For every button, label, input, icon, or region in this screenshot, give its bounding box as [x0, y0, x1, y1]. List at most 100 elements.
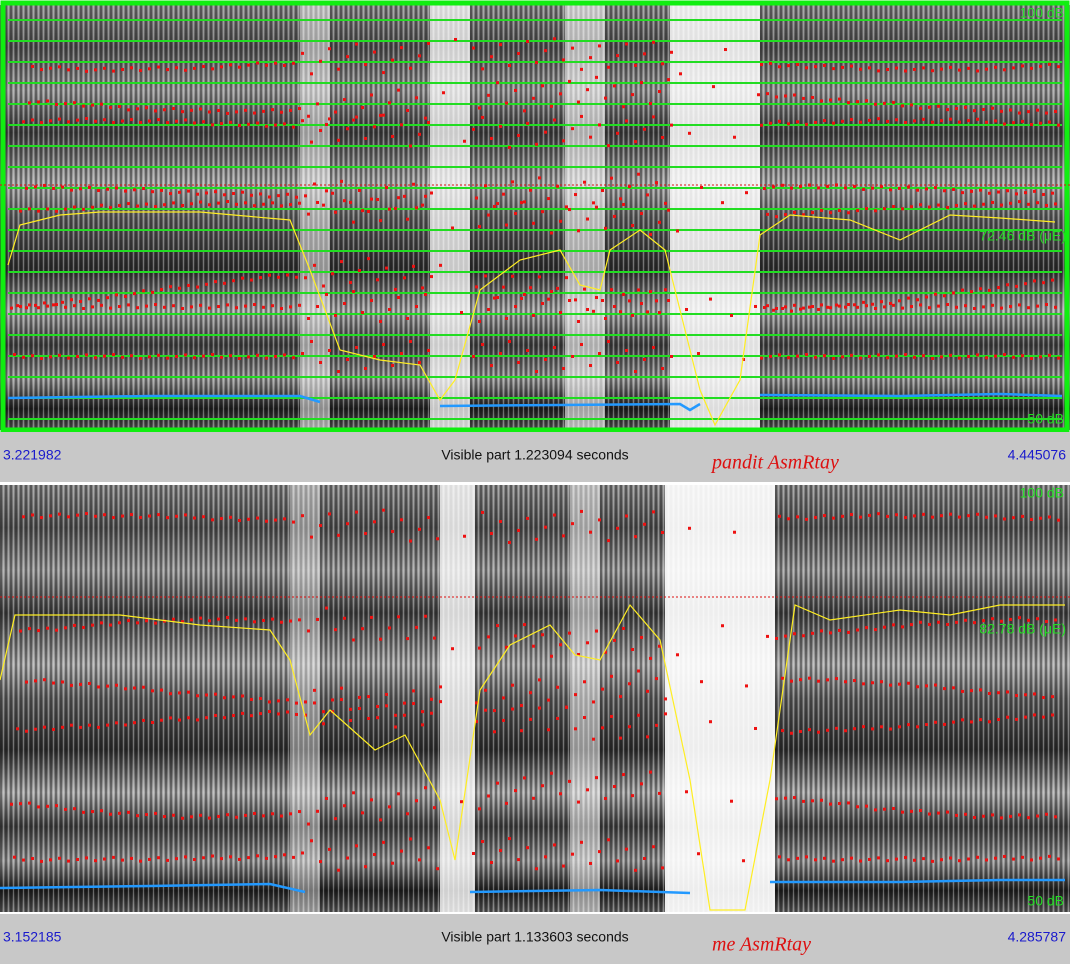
- formant-dot: [328, 349, 331, 352]
- formant-dot: [256, 61, 259, 65]
- formant-dot: [874, 209, 877, 213]
- formant-dot: [769, 61, 772, 65]
- formant-dot: [1039, 64, 1042, 68]
- formant-dot: [220, 857, 223, 861]
- formant-dot: [799, 729, 802, 733]
- formant-dot: [136, 621, 139, 625]
- formant-dot: [415, 799, 418, 803]
- formant-dot: [280, 307, 283, 310]
- formant-dot: [571, 46, 574, 50]
- formant-dot: [274, 518, 277, 522]
- formant-dot: [496, 296, 499, 299]
- formant-dot: [139, 69, 142, 73]
- formant-dot: [484, 274, 487, 278]
- formant-dot: [250, 697, 253, 701]
- formant-dot: [883, 807, 886, 811]
- formant-dot: [559, 311, 562, 314]
- formant-dot: [247, 63, 250, 67]
- formant-dot: [781, 183, 784, 187]
- formant-dot: [622, 202, 625, 206]
- start-time: 3.221982: [3, 447, 62, 463]
- formant-dot: [850, 118, 853, 122]
- formant-dot: [304, 700, 307, 704]
- formant-dot: [1015, 284, 1018, 288]
- formant-dot: [136, 107, 139, 111]
- formant-dot: [931, 859, 934, 863]
- formant-dot: [97, 298, 100, 302]
- formant-dot: [829, 306, 832, 310]
- formant-dot: [166, 516, 169, 520]
- top-db-label: 100 dB: [1020, 485, 1064, 501]
- formant-dot: [646, 689, 649, 693]
- formant-dot: [808, 728, 811, 732]
- formant-dot: [538, 706, 541, 710]
- formant-dot: [955, 204, 958, 208]
- formant-dot: [910, 623, 913, 627]
- formant-dot: [799, 185, 802, 189]
- formant-dot: [145, 202, 148, 206]
- formant-dot: [301, 119, 304, 123]
- formant-dot: [640, 635, 643, 639]
- formant-dot: [280, 110, 283, 114]
- formant-dot: [193, 858, 196, 862]
- formant-dot: [811, 305, 814, 308]
- formant-dot: [514, 88, 517, 92]
- formant-dot: [298, 810, 301, 814]
- formant-dot: [652, 40, 655, 44]
- formant-dot: [217, 617, 220, 621]
- intensity-curve: [7, 211, 1056, 427]
- formant-dot: [865, 206, 868, 210]
- formant-dot: [226, 616, 229, 620]
- formant-dot: [871, 727, 874, 731]
- formant-dot: [625, 514, 628, 518]
- formant-dot: [616, 361, 619, 364]
- formant-dot: [232, 714, 235, 718]
- formant-dot: [886, 859, 889, 863]
- formant-dot: [145, 813, 148, 817]
- formant-dot: [28, 303, 31, 307]
- formant-dot: [382, 113, 385, 117]
- formant-dot: [529, 691, 532, 695]
- formant-dot: [220, 355, 223, 359]
- formant-dot: [472, 127, 475, 131]
- formant-dot: [28, 207, 31, 211]
- formant-dot: [913, 355, 916, 359]
- formant-dot: [544, 130, 547, 134]
- formant-dot: [193, 121, 196, 125]
- formant-dot: [595, 75, 598, 79]
- formant-dot: [328, 512, 331, 516]
- formant-dot: [643, 52, 646, 56]
- formant-dot: [1030, 858, 1033, 862]
- formant-dot: [961, 288, 964, 292]
- formant-dot: [226, 813, 229, 817]
- formant-dot: [88, 681, 91, 685]
- formant-dot: [493, 709, 496, 713]
- formant-dot: [1009, 108, 1012, 112]
- formant-dot: [625, 42, 628, 46]
- formant-dot: [1003, 68, 1006, 72]
- formant-dot: [169, 285, 172, 289]
- formant-dot: [850, 353, 853, 357]
- formant-dot: [583, 680, 586, 684]
- formant-dot: [385, 266, 388, 270]
- formant-dot: [646, 193, 649, 197]
- formant-dot: [397, 792, 400, 796]
- formant-dot: [307, 212, 310, 216]
- formant-dot: [52, 186, 55, 190]
- formant-dot: [844, 305, 847, 309]
- formant-dot: [820, 303, 823, 307]
- formant-dot: [1012, 355, 1015, 359]
- formant-dot: [826, 305, 829, 309]
- formant-dot: [808, 183, 811, 187]
- formant-dot: [334, 314, 337, 317]
- formant-dot: [247, 517, 250, 521]
- formant-dot: [1018, 200, 1021, 204]
- formant-dot: [1024, 191, 1027, 195]
- formant-dot: [628, 725, 631, 729]
- formant-dot: [406, 812, 409, 816]
- formant-dot: [952, 720, 955, 724]
- formant-dot: [301, 352, 304, 355]
- formant-dot: [253, 811, 256, 815]
- formant-dot: [385, 185, 388, 189]
- formant-dot: [958, 68, 961, 72]
